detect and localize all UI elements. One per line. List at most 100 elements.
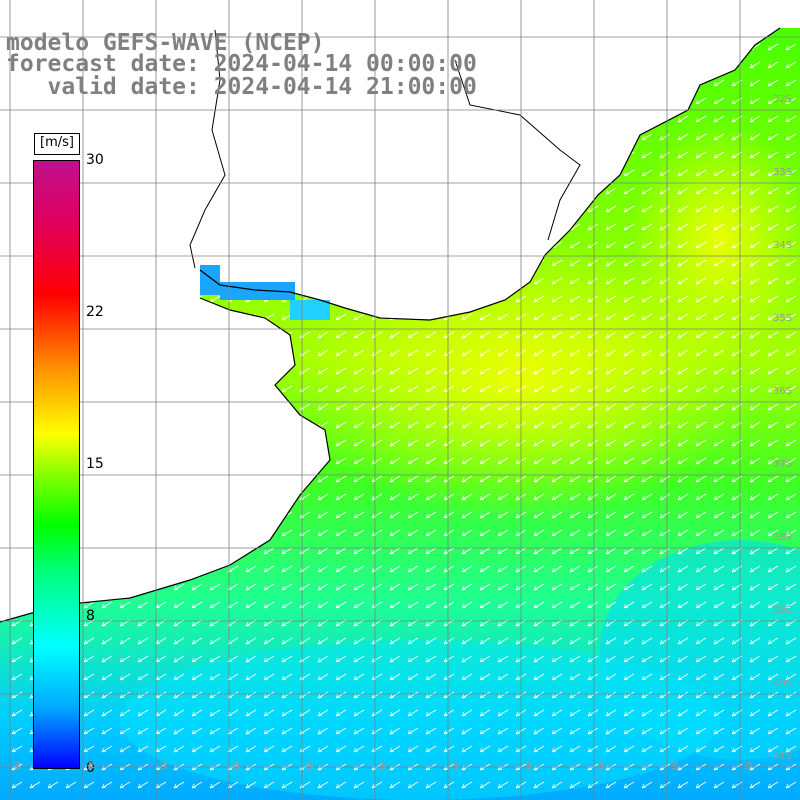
wind-arrow — [641, 547, 653, 555]
wind-arrow — [479, 313, 491, 321]
wind-arrow — [587, 385, 599, 393]
lat-label: 33S — [773, 167, 793, 178]
wind-arrow — [137, 781, 149, 789]
wind-arrow — [695, 223, 707, 231]
wind-arrow — [461, 565, 473, 573]
wind-arrow — [695, 151, 707, 159]
wind-arrow — [767, 709, 779, 717]
wind-arrow — [425, 565, 437, 573]
wind-arrow — [497, 637, 509, 645]
wind-arrow — [641, 439, 653, 447]
wind-arrow — [677, 493, 689, 501]
wind-arrow — [533, 403, 545, 411]
wind-arrow — [695, 421, 707, 429]
wind-arrow — [425, 691, 437, 699]
wind-arrow — [605, 637, 617, 645]
wind-arrow — [767, 259, 779, 267]
wind-arrow — [533, 673, 545, 681]
wind-arrow — [317, 583, 329, 591]
wind-arrow — [551, 709, 563, 717]
wind-arrow — [713, 169, 725, 177]
wind-arrow — [677, 457, 689, 465]
wind-arrow — [677, 475, 689, 483]
wind-arrow — [659, 349, 671, 357]
wind-arrow — [425, 601, 437, 609]
wind-arrow — [209, 745, 221, 753]
wind-arrow — [749, 187, 761, 195]
wind-arrow — [461, 475, 473, 483]
wind-arrow — [749, 601, 761, 609]
wind-arrow — [479, 385, 491, 393]
wind-arrow — [47, 781, 59, 789]
wind-arrow — [461, 511, 473, 519]
wind-arrow — [281, 637, 293, 645]
wind-arrow — [425, 385, 437, 393]
wind-arrow — [623, 169, 635, 177]
wind-arrow — [623, 367, 635, 375]
wind-arrow — [101, 709, 113, 717]
wind-arrow — [425, 367, 437, 375]
wind-arrow — [587, 637, 599, 645]
wind-arrow — [533, 691, 545, 699]
wind-arrow — [317, 547, 329, 555]
wind-arrow — [497, 475, 509, 483]
wind-arrow — [533, 709, 545, 717]
wind-arrow — [281, 691, 293, 699]
wind-arrow — [659, 403, 671, 411]
wind-arrow — [533, 331, 545, 339]
wind-arrow — [245, 565, 257, 573]
wind-arrow — [695, 439, 707, 447]
wind-arrow — [641, 493, 653, 501]
wind-arrow — [677, 511, 689, 519]
wind-arrow — [335, 403, 347, 411]
wind-arrow — [407, 493, 419, 501]
wind-arrow — [389, 493, 401, 501]
wind-arrow — [353, 475, 365, 483]
wind-arrow — [569, 691, 581, 699]
wind-arrow — [533, 277, 545, 285]
wind-arrow — [659, 475, 671, 483]
wind-arrow — [605, 529, 617, 537]
wind-arrow — [623, 781, 635, 789]
wind-arrow — [641, 223, 653, 231]
wind-arrow — [749, 349, 761, 357]
wind-arrow — [785, 529, 797, 537]
wind-arrow — [785, 43, 797, 51]
wind-arrow — [767, 457, 779, 465]
wind-arrow — [407, 691, 419, 699]
wind-arrow — [533, 439, 545, 447]
wind-arrow — [749, 709, 761, 717]
wind-arrow — [623, 439, 635, 447]
wind-arrow — [767, 745, 779, 753]
wind-arrow — [587, 205, 599, 213]
wind-arrow — [749, 241, 761, 249]
wind-arrow — [677, 529, 689, 537]
wind-arrow — [641, 187, 653, 195]
wind-arrow — [245, 673, 257, 681]
wind-arrow — [83, 691, 95, 699]
wind-arrow — [389, 547, 401, 555]
wind-arrow — [209, 655, 221, 663]
wind-arrow — [695, 583, 707, 591]
wind-arrow — [623, 187, 635, 195]
wind-arrow — [497, 673, 509, 681]
wind-arrow — [605, 727, 617, 735]
wind-arrow — [677, 367, 689, 375]
wind-arrow — [461, 403, 473, 411]
wind-arrow — [551, 367, 563, 375]
wind-arrow — [623, 313, 635, 321]
wind-arrow — [353, 457, 365, 465]
lat-label: 36S — [773, 386, 793, 397]
wind-arrow — [335, 637, 347, 645]
wind-arrow — [749, 583, 761, 591]
wind-arrow — [677, 583, 689, 591]
wind-arrow — [677, 349, 689, 357]
wind-arrow — [551, 277, 563, 285]
wind-arrow — [137, 601, 149, 609]
lat-label: 32S — [773, 94, 793, 105]
wind-arrow — [425, 403, 437, 411]
wind-arrow — [659, 637, 671, 645]
wind-arrow — [443, 493, 455, 501]
wind-arrow — [389, 727, 401, 735]
wind-arrow — [713, 79, 725, 87]
